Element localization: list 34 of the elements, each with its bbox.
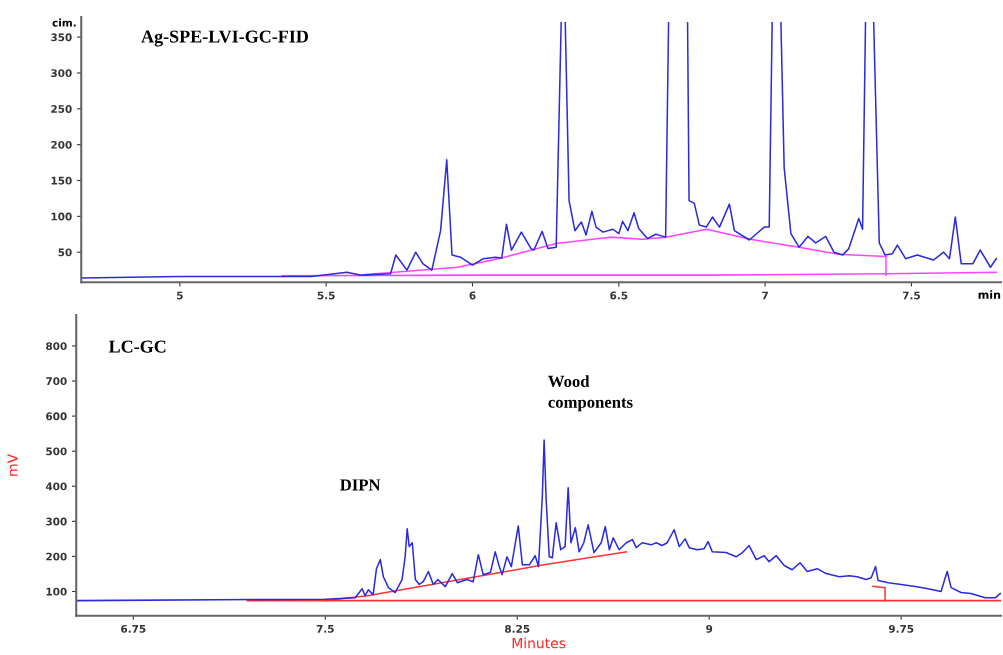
annotation: LC-GC (108, 340, 166, 353)
y-tick-label: 250 (51, 105, 72, 113)
y-tick-label: 200 (46, 552, 67, 561)
y-tick-label: 800 (46, 342, 67, 351)
y-tick-label: 300 (46, 517, 67, 526)
y-tick-label: 300 (51, 69, 72, 78)
x-tick-label: 5.5 (317, 291, 335, 300)
y-tick-label: 200 (51, 140, 72, 149)
annotation: Wood components (548, 375, 633, 412)
x-tick-label: 9.75 (888, 624, 914, 633)
y-tick-label: 700 (46, 377, 67, 386)
x-axis-title: min (978, 290, 1001, 299)
annotation: Ag-SPE-LVI-GC-FID (141, 30, 309, 47)
x-axis-title: Minutes (512, 637, 566, 649)
x-tick-label: 6 (469, 291, 476, 300)
y-axis-title: mV (7, 453, 18, 476)
y-tick-label: 600 (46, 412, 67, 421)
x-tick-label: 7 (762, 291, 768, 300)
x-tick-label: 7.5 (902, 291, 920, 300)
y-tick-label: 50 (58, 248, 72, 257)
y-axis-title: cim. (52, 18, 76, 27)
annotation: DIPN (340, 479, 381, 491)
y-tick-label: 150 (51, 176, 72, 185)
y-tick-label: 100 (46, 587, 67, 596)
y-tick-label: 500 (46, 447, 67, 456)
y-tick-label: 350 (51, 33, 72, 42)
x-tick-label: 5 (177, 291, 183, 300)
y-tick-label: 100 (51, 212, 72, 221)
x-tick-label: 8.25 (505, 624, 530, 633)
x-tick-label: 7.5 (316, 625, 334, 633)
x-tick-label: 6.5 (610, 291, 628, 300)
x-tick-label: 9 (706, 624, 713, 633)
y-tick-label: 400 (45, 482, 67, 491)
x-tick-label: 6.75 (121, 624, 146, 633)
